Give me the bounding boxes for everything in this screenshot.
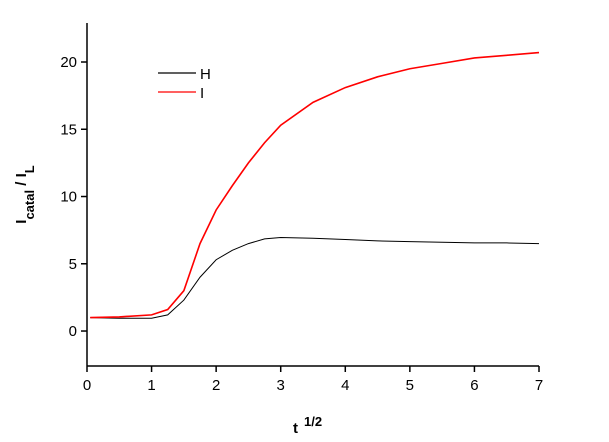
y-tick-label: 0 bbox=[69, 323, 77, 340]
y-axis-label: Icatal / IL bbox=[13, 165, 37, 223]
y-axis-label-part: L bbox=[22, 165, 37, 173]
legend-label: I bbox=[200, 85, 204, 102]
y-tick-label: 5 bbox=[69, 256, 77, 273]
x-axis-label-part: t bbox=[293, 420, 298, 437]
x-tick-label: 7 bbox=[535, 377, 543, 394]
x-tick-label: 0 bbox=[83, 377, 91, 394]
y-tick-label: 20 bbox=[60, 54, 77, 71]
x-tick-label: 3 bbox=[277, 377, 285, 394]
y-tick-label: 10 bbox=[60, 189, 77, 206]
x-tick-label: 2 bbox=[212, 377, 220, 394]
y-axis-label-part: I bbox=[13, 220, 30, 224]
series-line bbox=[90, 237, 540, 319]
y-axis-label-part: / I bbox=[13, 173, 30, 190]
x-axis-label: t 1/2 bbox=[293, 414, 322, 438]
x-tick-label: 1 bbox=[147, 377, 155, 394]
x-tick-label: 5 bbox=[406, 377, 414, 394]
y-axis-label-part: catal bbox=[22, 190, 37, 220]
x-axis-label-part: 1/2 bbox=[304, 414, 322, 429]
y-tick-label: 15 bbox=[60, 121, 77, 138]
x-tick-label: 4 bbox=[341, 377, 349, 394]
x-tick-label: 6 bbox=[470, 377, 478, 394]
series-line bbox=[90, 51, 540, 319]
legend-label: H bbox=[200, 66, 211, 83]
